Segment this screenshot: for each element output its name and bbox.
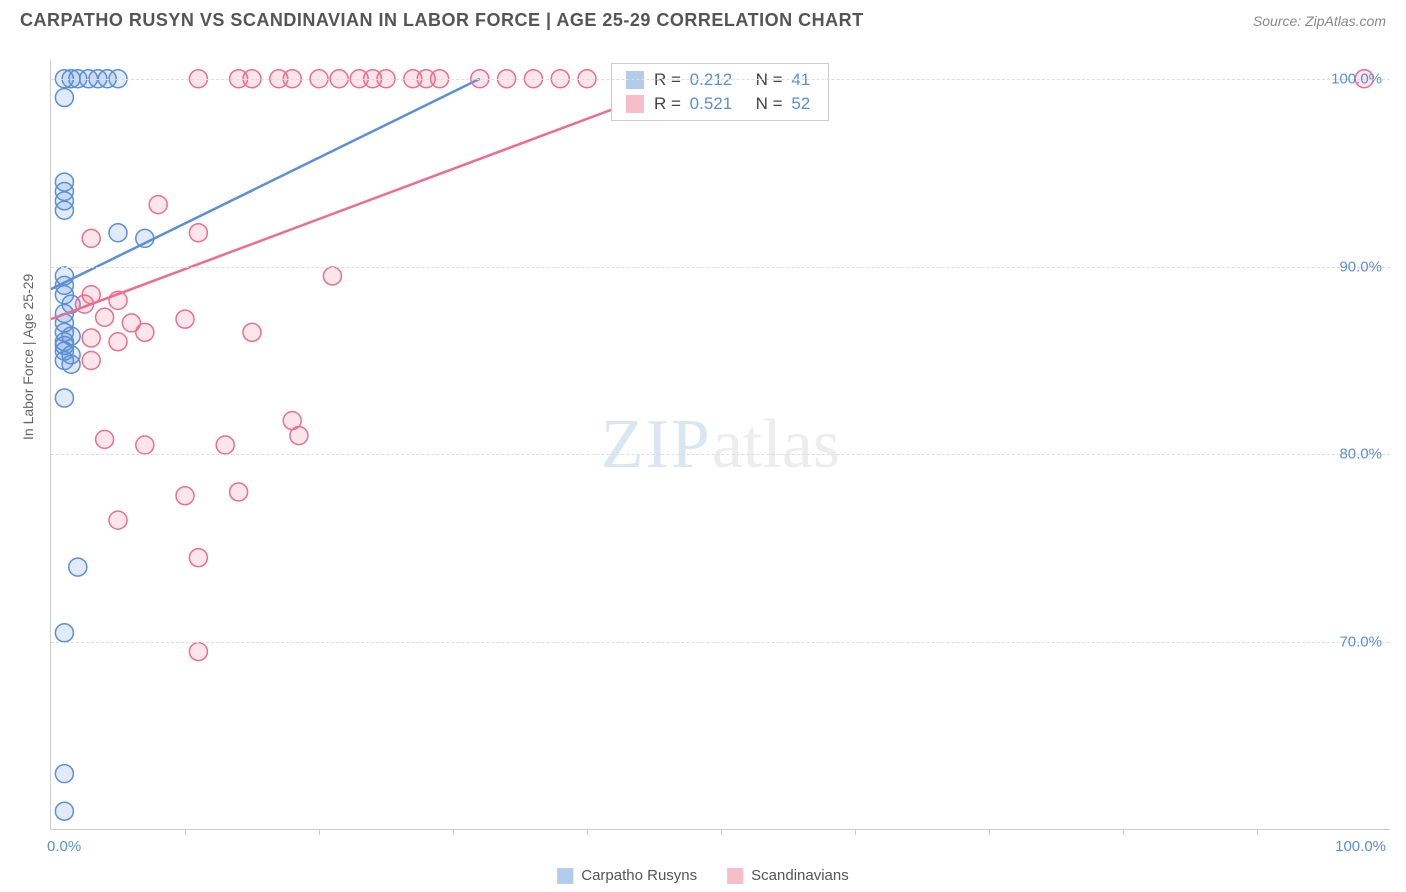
data-point — [189, 643, 207, 661]
chart-title: CARPATHO RUSYN VS SCANDINAVIAN IN LABOR … — [20, 10, 864, 31]
stat-n-label: N = 41 — [746, 70, 814, 90]
chart-plot-area: ZIPatlas R = 0.212 N = 41R = 0.521 N = 5… — [50, 60, 1390, 830]
stats-row: R = 0.212 N = 41 — [626, 70, 814, 90]
gridline — [51, 79, 1390, 80]
data-point — [176, 487, 194, 505]
x-tick-label: 100.0% — [1335, 838, 1386, 855]
gridline — [51, 454, 1390, 455]
y-tick-label: 90.0% — [1339, 258, 1382, 275]
x-tick — [855, 829, 856, 835]
x-tick — [453, 829, 454, 835]
data-point — [82, 229, 100, 247]
legend: Carpatho Rusyns Scandinavians — [557, 867, 848, 884]
data-point — [76, 295, 94, 313]
data-point — [243, 323, 261, 341]
y-axis-title: In Labor Force | Age 25-29 — [20, 274, 36, 440]
data-point — [149, 196, 167, 214]
legend-swatch — [557, 868, 573, 884]
gridline — [51, 267, 1390, 268]
data-point — [290, 427, 308, 445]
data-point — [69, 558, 87, 576]
legend-swatch — [727, 868, 743, 884]
data-point — [189, 549, 207, 567]
data-point — [109, 224, 127, 242]
legend-swatch — [626, 95, 644, 113]
x-tick — [721, 829, 722, 835]
y-tick-label: 70.0% — [1339, 634, 1382, 651]
legend-label: Scandinavians — [751, 867, 849, 884]
data-point — [176, 310, 194, 328]
data-point — [189, 224, 207, 242]
data-point — [109, 291, 127, 309]
x-tick — [587, 829, 588, 835]
gridline — [51, 642, 1390, 643]
x-tick-label: 0.0% — [47, 838, 81, 855]
scatter-plot-svg — [51, 60, 1390, 829]
data-point — [62, 355, 80, 373]
stat-r-label: R = 0.212 — [654, 70, 736, 90]
data-point — [230, 483, 248, 501]
data-point — [82, 329, 100, 347]
data-point — [55, 802, 73, 820]
legend-item: Carpatho Rusyns — [557, 867, 697, 884]
data-point — [96, 308, 114, 326]
legend-swatch — [626, 71, 644, 89]
data-point — [109, 333, 127, 351]
stat-r-label: R = 0.521 — [654, 94, 736, 114]
data-point — [55, 624, 73, 642]
correlation-stats-box: R = 0.212 N = 41 R = 0.521 N = 52 — [611, 63, 829, 121]
source-attribution: Source: ZipAtlas.com — [1253, 13, 1386, 29]
data-point — [55, 201, 73, 219]
header: CARPATHO RUSYN VS SCANDINAVIAN IN LABOR … — [0, 0, 1406, 36]
y-tick-label: 100.0% — [1331, 70, 1382, 87]
data-point — [82, 351, 100, 369]
x-tick — [185, 829, 186, 835]
x-tick — [1257, 829, 1258, 835]
legend-item: Scandinavians — [727, 867, 849, 884]
x-tick — [989, 829, 990, 835]
data-point — [55, 89, 73, 107]
trendline — [51, 79, 694, 319]
data-point — [136, 323, 154, 341]
stats-row: R = 0.521 N = 52 — [626, 94, 814, 114]
data-point — [109, 511, 127, 529]
data-point — [136, 436, 154, 454]
x-tick — [319, 829, 320, 835]
data-point — [96, 430, 114, 448]
data-point — [216, 436, 234, 454]
data-point — [55, 765, 73, 783]
y-tick-label: 80.0% — [1339, 446, 1382, 463]
data-point — [136, 229, 154, 247]
legend-label: Carpatho Rusyns — [581, 867, 697, 884]
stat-n-label: N = 52 — [746, 94, 814, 114]
data-point — [55, 389, 73, 407]
x-tick — [1123, 829, 1124, 835]
data-point — [323, 267, 341, 285]
